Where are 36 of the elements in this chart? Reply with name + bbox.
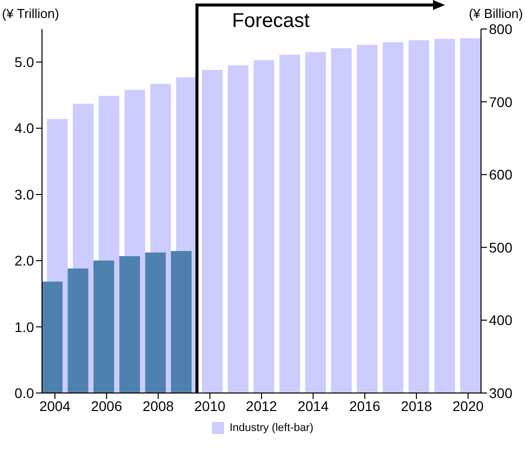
y-tick-label: 5.0 — [14, 54, 34, 70]
bar — [356, 44, 378, 393]
y-tick-label: 2.0 — [14, 252, 34, 269]
y2-tick-label: 300 — [489, 384, 513, 401]
x-tick-label: 2006 — [90, 398, 122, 414]
y2-axis-title: (¥ Billion) — [468, 6, 523, 21]
bar — [254, 60, 274, 393]
bar — [331, 48, 352, 393]
bar — [279, 54, 300, 393]
ref-line-label: Forecast — [232, 10, 310, 32]
y2-tick-label: 800 — [489, 20, 513, 37]
y-tick-label: 4.0 — [14, 120, 34, 136]
y-tick-label: 1.0 — [14, 318, 34, 335]
x-tick-label: 2010 — [194, 398, 226, 414]
legend-label: Industry (left-bar) — [230, 422, 314, 434]
bar — [202, 70, 223, 393]
y2-tick-label: 500 — [489, 239, 513, 256]
x-tick-label: 2016 — [349, 398, 381, 414]
bar — [408, 40, 430, 393]
y-tick-label: 3.0 — [14, 186, 34, 202]
y2-tick-label: 400 — [489, 312, 513, 328]
x-tick-label: 2012 — [246, 398, 278, 414]
bar — [434, 38, 456, 393]
bar — [382, 42, 404, 393]
y-tick-label: 0.0 — [14, 384, 34, 401]
bar — [305, 52, 326, 393]
y2-tick-label: 600 — [489, 166, 513, 183]
x-tick-label: 2008 — [142, 398, 174, 414]
y2-tick-label: 700 — [489, 94, 513, 110]
bar — [460, 38, 481, 393]
x-tick-label: 2018 — [400, 398, 432, 414]
bar — [228, 65, 248, 393]
x-tick-label: 2020 — [452, 398, 484, 414]
x-tick-label: 2004 — [39, 398, 71, 414]
y-axis-title: (¥ Trillion) — [2, 6, 60, 21]
x-tick-label: 2014 — [298, 398, 329, 414]
